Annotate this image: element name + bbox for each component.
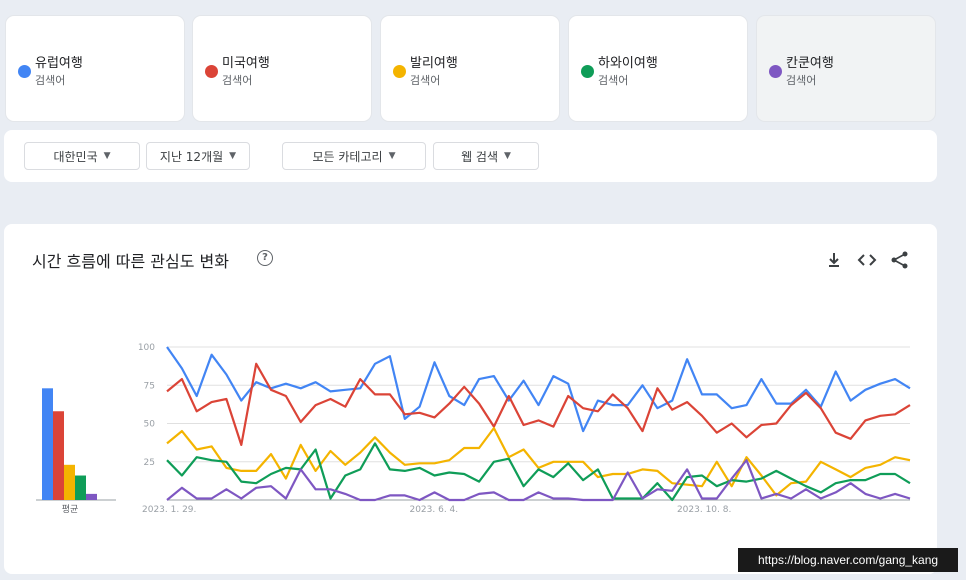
caret-down-icon: ▼ [388,151,396,161]
bar-category-label: 평균 [62,504,79,515]
term-name: 유럽여행 [35,56,83,71]
interest-over-time-card: 시간 흐름에 따른 관심도 변화 ? 평균 25 50 75 100 2023. 1. 2… [4,224,937,574]
x-tick-label: 2023. 10. 8. [677,505,731,515]
chart-title: 시간 흐름에 따른 관심도 변화 [32,252,229,271]
caret-down-icon: ▼ [504,151,511,161]
filter-label: 대한민국 [53,149,98,164]
term-type: 검색어 [35,74,66,87]
filter-dropdown-4[interactable]: 웹 검색 ▼ [433,142,539,170]
term-name: 미국여행 [222,56,270,71]
avg-bar-2 [53,411,64,500]
term-type: 검색어 [786,74,817,87]
caret-down-icon: ▼ [103,151,111,161]
help-circle-icon[interactable]: ? [257,250,273,266]
x-tick-label: 2023. 6. 4. [409,505,458,515]
avg-bar-4 [75,475,86,500]
series-color-dot [769,65,782,78]
y-tick-label: 25 [144,458,155,468]
avg-bar-3 [64,464,75,500]
avg-bar-1 [42,388,53,500]
series-color-dot [393,65,406,78]
filter-dropdown-2[interactable]: 지난 12개월 ▼ [146,142,250,170]
term-type: 검색어 [410,74,441,87]
series-line-5 [166,459,911,502]
blog-watermark: https://blog.naver.com/gang_kang [738,548,958,572]
term-name: 하와이여행 [598,56,658,71]
filter-bar: 대한민국 ▼ 지난 12개월 ▼ 모든 카테고리 ▼ 웹 검색 ▼ [4,130,937,182]
filter-label: 지난 12개월 [159,149,224,164]
y-tick-label: 100 [138,343,155,353]
term-name: 발리여행 [410,56,458,71]
trend-chart: 평균 25 50 75 100 2023. 1. 29. 2023. 6. 4. 2023. … [36,343,911,515]
series-color-dot [581,65,594,78]
series-line-4 [166,442,911,502]
avg-bar-5 [86,493,97,500]
series-color-dot [205,65,218,78]
x-tick-label: 2023. 1. 29. [142,505,196,515]
series-color-dot [18,65,31,78]
term-type: 검색어 [598,74,629,87]
series-line-2 [166,362,911,446]
filter-dropdown-1[interactable]: 대한민국 ▼ [24,142,140,170]
download-icon[interactable] [824,250,844,270]
series-line-1 [166,346,911,433]
y-tick-label: 50 [144,420,156,430]
filter-dropdown-3[interactable]: 모든 카테고리 ▼ [282,142,426,170]
term-name: 칸쿤여행 [786,56,834,71]
share-icon[interactable] [890,250,910,270]
y-tick-label: 75 [144,381,155,391]
filter-label: 웹 검색 [461,149,498,164]
caret-down-icon: ▼ [229,151,237,161]
embed-code-icon[interactable] [857,250,877,270]
filter-label: 모든 카테고리 [312,149,383,164]
term-type: 검색어 [222,74,253,87]
